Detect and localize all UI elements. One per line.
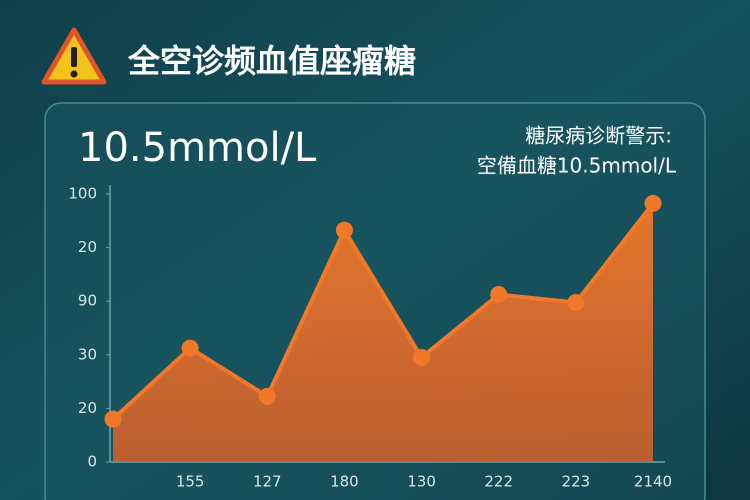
y-tick-label: 100 xyxy=(68,185,97,203)
y-tick-label: 90 xyxy=(78,292,97,310)
line xyxy=(111,202,655,421)
y-tick-label: 20 xyxy=(78,399,97,417)
y-tick-label: 30 xyxy=(78,345,97,363)
data-point xyxy=(413,348,431,366)
x-tick-label: 127 xyxy=(253,473,282,491)
data-point xyxy=(335,221,353,239)
annotation: 空備血糖10.5mmol/L xyxy=(477,154,677,178)
annotation: 糖尿病诊断警示: xyxy=(525,124,672,148)
y-tick-label: 0 xyxy=(87,453,97,471)
x-tick-label: 222 xyxy=(484,473,513,491)
title: 全空诊频血值座瘤糖 xyxy=(127,42,416,80)
data-point xyxy=(567,294,585,312)
area xyxy=(113,203,653,462)
data-point xyxy=(644,194,662,212)
x-tick-label: 2140 xyxy=(634,473,672,491)
x-tick-label: 155 xyxy=(176,473,205,491)
data-point xyxy=(181,339,199,357)
headline-value: 10.5mmol/L xyxy=(78,125,317,171)
data-point xyxy=(258,387,276,405)
x-tick-label: 223 xyxy=(562,473,591,491)
x-tick-label: 130 xyxy=(407,473,436,491)
data-point xyxy=(104,410,122,428)
warning-icon xyxy=(41,27,107,85)
x-tick-label: 180 xyxy=(330,473,359,491)
data-point xyxy=(490,286,508,303)
y-tick-label: 20 xyxy=(78,238,97,256)
